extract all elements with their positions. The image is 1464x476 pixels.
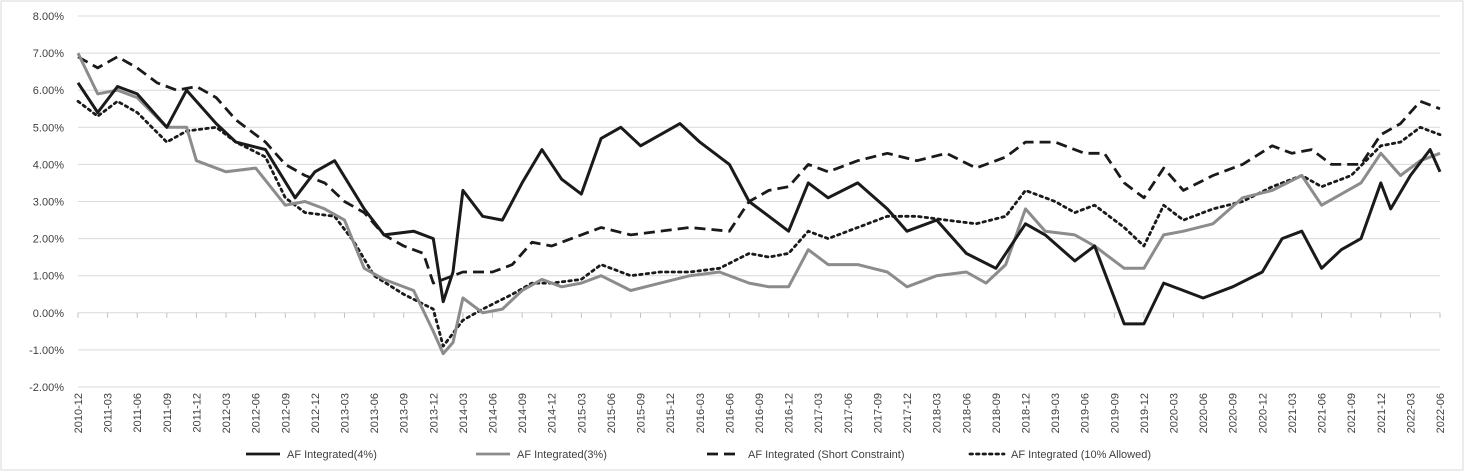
y-tick-label: -2.00% [29, 382, 64, 394]
x-tick-label: 2011-09 [162, 393, 174, 433]
x-tick-label: 2010-12 [73, 393, 85, 433]
x-tick-label: 2018-09 [991, 393, 1003, 433]
series-line-2 [76, 52, 1441, 356]
x-tick-label: 2018-06 [961, 393, 973, 433]
x-tick-label: 2021-03 [1287, 393, 1299, 433]
x-tick-label: 2013-03 [339, 393, 351, 433]
x-tick-label: 2017-09 [872, 393, 884, 433]
x-tick-label: 2018-03 [932, 393, 944, 433]
x-tick-label: 2012-12 [310, 393, 322, 433]
x-tick-label: 2013-06 [369, 393, 381, 433]
x-tick-label: 2013-12 [428, 393, 440, 433]
y-tick-label: -1.00% [29, 345, 64, 357]
y-tick-label: 7.00% [33, 48, 64, 60]
x-tick-label: 2019-12 [1139, 393, 1151, 433]
x-tick-label: 2020-12 [1257, 393, 1269, 433]
x-tick-label: 2015-06 [606, 393, 618, 433]
y-tick-label: 4.00% [33, 159, 64, 171]
x-tick-label: 2022-06 [1435, 393, 1447, 433]
series-line-3 [77, 55, 1441, 285]
y-tick-label: 6.00% [33, 85, 64, 97]
series-line-1 [76, 81, 1442, 326]
x-tick-label: 2019-09 [1109, 393, 1121, 433]
y-axis: 8.00% 7.00% 6.00% 5.00% 4.00% 3.00% 2.00% 1.00%… [29, 11, 64, 394]
x-tick-label: 2014-06 [488, 393, 500, 433]
legend-label-1: AF Integrated(4%) [287, 449, 377, 461]
x-tick-label: 2019-06 [1080, 393, 1092, 433]
x-tick-label: 2021-06 [1317, 393, 1329, 433]
x-tick-label: 2014-12 [547, 393, 559, 433]
legend-label-3: AF Integrated (Short Constraint) [748, 449, 905, 461]
series-lines [76, 52, 1442, 356]
x-tick-label: 2017-03 [813, 393, 825, 433]
x-tick-label: 2020-09 [1228, 393, 1240, 433]
x-tick-label: 2011-03 [103, 393, 115, 433]
x-tick-label: 2011-06 [132, 393, 144, 433]
x-tick-label: 2012-03 [221, 393, 233, 433]
x-tick-label: 2015-03 [576, 393, 588, 433]
x-tick-label: 2014-03 [458, 393, 470, 433]
x-tick-label: 2021-09 [1346, 393, 1358, 433]
x-tick-label: 2015-12 [665, 393, 677, 433]
y-tick-label: 5.00% [33, 122, 64, 134]
x-tick-label: 2020-06 [1198, 393, 1210, 433]
y-tick-label: 3.00% [33, 197, 64, 209]
y-tick-label: 2.00% [33, 234, 64, 246]
x-tick-label: 2019-03 [1050, 393, 1062, 433]
x-tick-label: 2018-12 [1020, 393, 1032, 433]
x-tick-label: 2015-09 [636, 393, 648, 433]
x-tick-label: 2016-03 [695, 393, 707, 433]
y-tick-label: 1.00% [33, 271, 64, 283]
x-tick-label: 2012-06 [251, 393, 263, 433]
x-tick-label: 2017-12 [902, 393, 914, 433]
x-tick-label: 2011-12 [191, 393, 203, 433]
x-tick-label: 2016-06 [724, 393, 736, 433]
legend-label-2: AF Integrated(3%) [517, 449, 607, 461]
x-tick-label: 2012-09 [280, 393, 292, 433]
x-tick-label: 2016-09 [754, 393, 766, 433]
x-axis: 2010-12 2011-03 2011-06 2011-09 2011-12 2012-… [73, 312, 1447, 433]
y-tick-label: 8.00% [33, 11, 64, 23]
x-tick-label: 2017-06 [843, 393, 855, 433]
series-line-4 [76, 99, 1442, 348]
legend-label-4: AF Integrated (10% Allowed) [1011, 449, 1151, 461]
x-tick-label: 2022-03 [1405, 393, 1417, 433]
legend: AF Integrated(4%) AF Integrated(3%) AF Int… [246, 449, 1151, 461]
x-tick-label: 2021-12 [1376, 393, 1388, 433]
x-tick-label: 2013-09 [399, 393, 411, 433]
x-tick-label: 2016-12 [784, 393, 796, 433]
y-tick-label: 0.00% [33, 308, 64, 320]
x-tick-label: 2014-09 [517, 393, 529, 433]
x-tick-label: 2020-03 [1169, 393, 1181, 433]
